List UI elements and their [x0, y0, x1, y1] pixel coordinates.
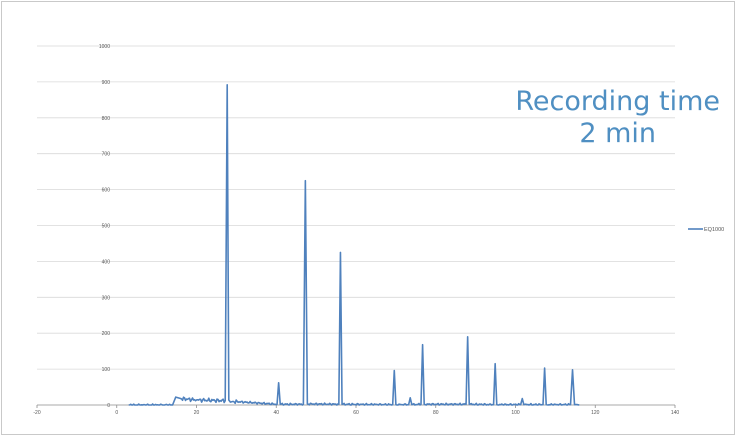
y-tick-label: 200	[102, 331, 111, 337]
x-axis-ticks: -20 0 20 40 60 80 100 120 140	[33, 405, 679, 416]
x-tick-label: 0	[115, 410, 118, 416]
x-tick-label: -20	[33, 410, 40, 416]
y-tick-label: 100	[102, 367, 111, 373]
y-tick-label: 400	[102, 259, 111, 265]
legend: EQ1000	[688, 227, 724, 233]
y-tick-label: 500	[102, 224, 111, 230]
annotation-line-2: 2 min	[579, 118, 656, 150]
y-tick-label: 1000	[99, 44, 110, 50]
annotation-line-1: Recording time	[515, 86, 720, 117]
x-tick-label: 120	[591, 410, 600, 416]
x-tick-label: 100	[511, 410, 520, 416]
x-tick-label: 60	[353, 410, 359, 416]
y-tick-label: 800	[102, 116, 111, 122]
x-tick-label: 20	[194, 410, 200, 416]
gridlines	[37, 45, 675, 370]
series-line-eq1000	[128, 83, 580, 406]
y-tick-label: 600	[102, 188, 111, 194]
recording-time-annotation: Recording time 2 min	[515, 86, 720, 151]
legend-label-eq1000: EQ1000	[704, 227, 724, 233]
y-axis-ticks: 0 100 200 300 400 500 600 700 800 900 1000	[99, 44, 110, 409]
y-tick-label: 700	[102, 152, 111, 158]
x-tick-label: 40	[273, 410, 279, 416]
y-tick-label: 300	[102, 295, 111, 301]
series-group	[128, 83, 580, 406]
y-tick-label: 900	[102, 80, 111, 86]
y-tick-label: 0	[107, 403, 110, 409]
x-tick-label: 140	[671, 410, 680, 416]
x-tick-label: 80	[433, 410, 439, 416]
